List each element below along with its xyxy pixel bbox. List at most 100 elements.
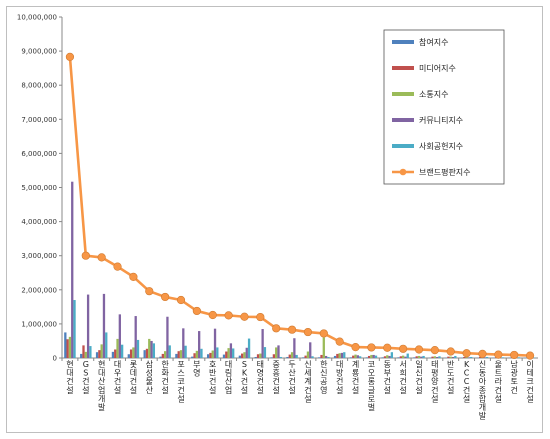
brand-point (494, 350, 503, 359)
bar-2 (415, 356, 418, 358)
brand-point (510, 350, 519, 360)
bar-5 (501, 357, 505, 358)
bar-5 (200, 348, 203, 358)
brand-point (399, 344, 408, 353)
brand-point (208, 310, 217, 320)
bar-4 (86, 294, 90, 358)
bar-3 (354, 354, 357, 358)
brand-point (97, 253, 106, 262)
brand-point (192, 306, 201, 316)
bar-2 (399, 356, 402, 358)
bar-5 (279, 356, 282, 358)
bar-1 (175, 353, 178, 358)
y-tick-label: 1,000,000 (21, 320, 57, 328)
brand-point (272, 324, 281, 333)
y-tick-label: 9,000,000 (21, 48, 57, 56)
bar-4 (134, 316, 137, 358)
bar-5 (120, 344, 124, 358)
y-tick-label: 6,000,000 (21, 150, 57, 158)
brand-point (367, 343, 376, 352)
bar-5 (327, 356, 330, 358)
brand-point (430, 346, 439, 355)
bar-3 (449, 356, 452, 358)
bar-5 (232, 348, 235, 358)
bar-5 (247, 338, 251, 358)
brand-point (414, 345, 424, 354)
y-tick-label: 5,000,000 (21, 184, 57, 192)
bar-3 (417, 355, 421, 358)
bar-1 (254, 356, 257, 358)
brand-point (335, 337, 344, 346)
brand-point (478, 349, 487, 359)
bar-4 (245, 347, 248, 358)
bar-3 (84, 351, 87, 358)
brand-point (81, 251, 90, 260)
bar-3 (338, 353, 341, 358)
bar-2 (98, 350, 101, 358)
bar-2 (225, 351, 228, 358)
brand-point (319, 329, 328, 338)
bar-5 (517, 357, 520, 358)
bar-5 (470, 356, 473, 358)
bar-2 (447, 356, 450, 358)
bar-5 (358, 356, 362, 358)
bar-1 (397, 357, 400, 358)
brand-point (129, 272, 138, 281)
bar-3 (401, 355, 405, 358)
bar-1 (222, 354, 226, 358)
bar-1 (64, 332, 67, 358)
bar-3 (275, 347, 278, 358)
bar-4 (324, 355, 328, 358)
bar-3 (163, 351, 167, 358)
brand-point (383, 343, 392, 352)
bar-1 (349, 357, 353, 358)
bar-4 (483, 357, 486, 358)
bar-3 (370, 354, 373, 358)
bar-1 (286, 356, 289, 358)
bar-3 (322, 337, 325, 358)
brand-point (161, 292, 170, 302)
bar-4 (198, 331, 201, 358)
bar-3 (100, 344, 103, 358)
bar-2 (479, 356, 482, 358)
legend-swatch (392, 92, 414, 96)
bar-5 (216, 347, 219, 358)
bar-1 (413, 357, 416, 358)
bar-4 (229, 343, 233, 358)
bar-4 (451, 356, 455, 358)
bar-2 (145, 348, 149, 358)
bar-1 (365, 357, 368, 358)
y-tick-label: 7,000,000 (21, 116, 57, 124)
bar-3 (306, 351, 310, 358)
bar-4 (118, 314, 121, 358)
bar-4 (71, 181, 74, 358)
legend-label: 커뮤니티지수 (419, 115, 463, 125)
bar-4 (213, 328, 217, 358)
bar-2 (177, 351, 180, 358)
brand-point (303, 327, 313, 337)
bar-3 (132, 347, 135, 358)
legend-label: 사회공헌지수 (419, 142, 463, 151)
bar-5 (422, 355, 425, 358)
bar-1 (238, 355, 242, 358)
y-tick-label: 4,000,000 (21, 218, 57, 226)
bar-4 (467, 357, 471, 358)
bar-4 (182, 328, 185, 358)
bar-4 (277, 345, 280, 358)
bar-2 (209, 352, 212, 358)
bar-5 (311, 356, 314, 358)
bar-4 (388, 355, 391, 358)
bar-4 (150, 340, 153, 358)
bar-5 (136, 339, 140, 358)
